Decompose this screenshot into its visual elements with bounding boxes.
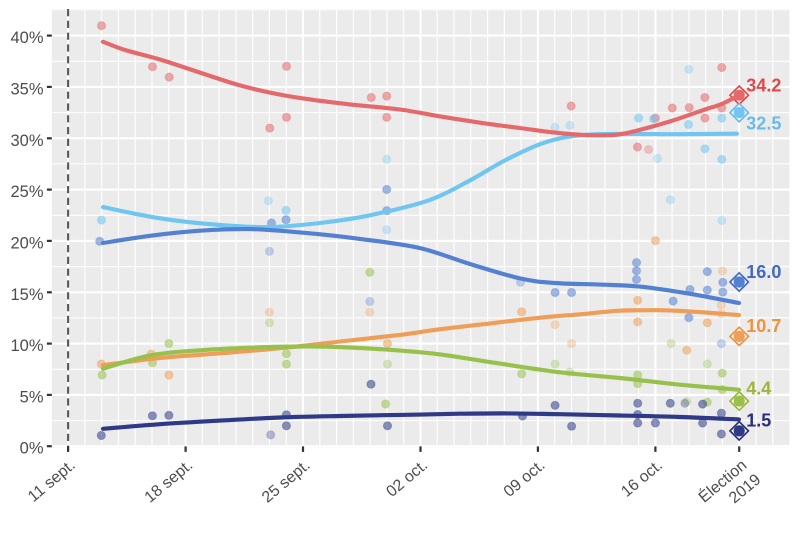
svg-text:32.5: 32.5 [746,114,781,134]
svg-text:5%: 5% [20,388,44,406]
svg-text:1.5: 1.5 [746,410,771,430]
svg-text:10%: 10% [10,337,43,355]
svg-text:34.2: 34.2 [746,75,781,95]
svg-text:15%: 15% [10,286,43,304]
svg-text:35%: 35% [10,80,43,98]
svg-text:25%: 25% [10,183,43,201]
svg-text:20%: 20% [10,234,43,252]
svg-text:40%: 40% [10,29,43,47]
svg-text:0%: 0% [20,440,44,458]
svg-text:30%: 30% [10,132,43,150]
svg-text:16.0: 16.0 [746,262,781,282]
svg-text:4.4: 4.4 [746,379,771,399]
svg-text:10.7: 10.7 [746,316,781,336]
